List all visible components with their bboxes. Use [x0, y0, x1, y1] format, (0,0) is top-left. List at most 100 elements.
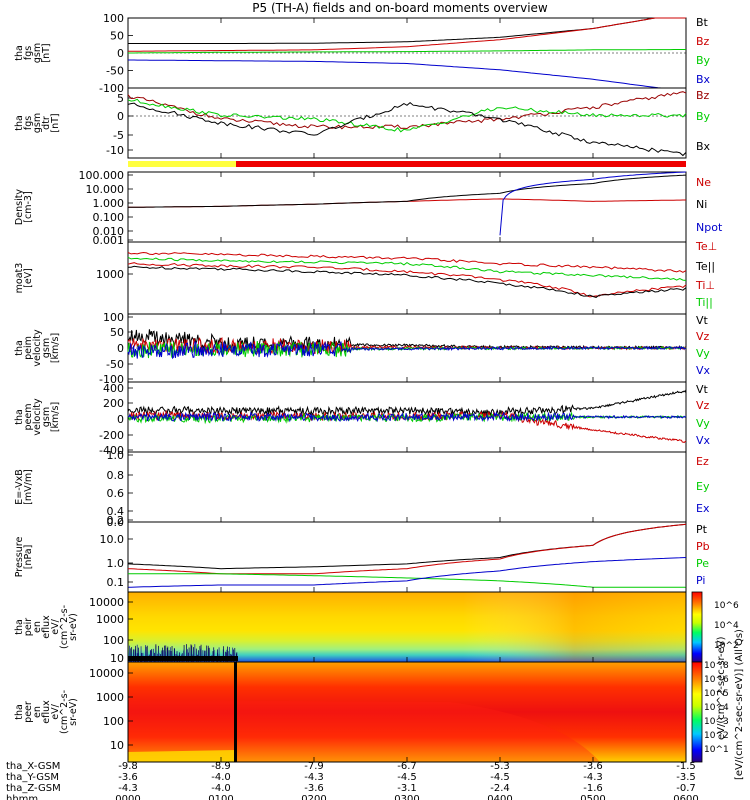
colorbar-tick: 10^6: [714, 601, 739, 611]
y-axis-label: [nPa]: [23, 545, 34, 570]
y-axis-label: fgs: [23, 116, 34, 130]
y-tick-label: 0.6: [107, 487, 125, 500]
y-tick-label: 5: [117, 92, 124, 105]
spectrogram-electron-core: [128, 700, 600, 762]
y-tick-label: 0.010: [93, 225, 125, 238]
y-tick-label: 10000: [89, 667, 124, 680]
panel-4: 1000 moat3[eV] Te⊥ Te|| Ti⊥ Ti||: [14, 240, 717, 315]
orbit-value: -5.3: [490, 761, 510, 772]
status-bar-red: [236, 161, 686, 167]
series-line: [127, 329, 687, 354]
y-axis-label: [nT]: [50, 113, 61, 132]
y-tick-label: 0: [117, 47, 124, 60]
panel-10: 10000 1000 100 10 thapeerenefluxeV/(cm^2-s-s…: [14, 656, 729, 763]
series-line: [127, 523, 687, 575]
legend-entry: Vt: [696, 383, 709, 396]
y-tick-label: 0: [117, 110, 124, 123]
y-axis-label: [eV]: [23, 268, 34, 288]
series-line: [127, 91, 687, 130]
y-axis-label: tha: [14, 409, 25, 425]
y-tick-label: 10.0: [100, 533, 125, 546]
series-line: [127, 256, 687, 281]
panel-frame: [127, 17, 687, 89]
colorbar-gradient: [691, 661, 703, 763]
legend-entry: Ez: [696, 455, 709, 468]
y-tick-label: 1000: [96, 268, 124, 281]
orbit-value: -6.7: [397, 761, 417, 772]
series-line: [128, 59, 686, 89]
y-tick-label: 1.0: [107, 557, 125, 570]
y-tick-label: -50: [106, 358, 124, 371]
legend-entry: By: [696, 54, 711, 67]
y-axis-label: Density: [14, 189, 25, 225]
panel-9: 10000 1000 100 10 thapeirenefluxeV/(cm^2-s-s…: [14, 591, 739, 665]
series-line: [128, 49, 686, 54]
y-tick-label: 1000: [96, 613, 124, 626]
y-tick-label: 1000: [96, 691, 124, 704]
orbit-row-label: hhmm: [6, 794, 38, 800]
colorbar-tick: 10^2: [714, 641, 739, 651]
colorbar-tick: 10^5: [704, 689, 729, 699]
y-tick-label: 100: [103, 311, 124, 324]
y-axis-label: eflux: [41, 615, 52, 639]
y-axis-label: tha: [14, 704, 25, 720]
legend-entry: Pb: [696, 540, 710, 553]
y-tick-label: 10: [110, 739, 124, 752]
data-gap-line: [234, 662, 237, 762]
legend-entry: Bx: [696, 73, 711, 86]
y-axis-label: sr-eV): [68, 698, 79, 726]
chart-title: P5 (TH-A) fields and on-board moments ov…: [252, 1, 548, 15]
orbit-value: -7.9: [304, 761, 324, 772]
legend-entry: By: [696, 110, 711, 123]
y-axis-label: (cm^2-s-: [59, 690, 70, 734]
legend-entry: Vz: [696, 330, 710, 343]
y-axis-label: peim: [23, 336, 34, 360]
y-tick-label: -50: [106, 65, 124, 78]
spectrogram-electron: [128, 662, 686, 762]
y-axis-label: en: [32, 621, 43, 633]
legend-entry: Ti⊥: [695, 279, 715, 292]
y-axis-label: velocity: [32, 329, 43, 367]
spectrogram-electron-low: [128, 750, 236, 762]
y-tick-label: 0.001: [93, 234, 125, 247]
legend-entry: Vt: [696, 314, 709, 327]
y-axis-label: peem: [23, 404, 34, 431]
data-gap-bar: [128, 656, 238, 661]
panel-frame: [127, 521, 687, 593]
y-axis-label: sr-eV): [68, 613, 79, 641]
orbit-value: -4.3: [118, 783, 138, 794]
y-tick-label: -5: [113, 129, 124, 142]
series-line: [128, 174, 687, 208]
y-tick-label: -100: [99, 82, 124, 95]
series-line: [127, 411, 687, 423]
series-line: [127, 98, 687, 133]
legend-entry: Te⊥: [695, 240, 717, 253]
y-axis-label: tha: [14, 619, 25, 635]
orbit-value: -1.6: [583, 783, 603, 794]
legend-entry: Pe: [696, 557, 709, 570]
y-axis-label: tha: [14, 115, 25, 131]
y-axis-label: peir: [23, 618, 34, 637]
legend-entry: Ex: [696, 502, 710, 515]
time-label: 0200: [301, 794, 326, 800]
y-axis-label: moat3: [14, 263, 25, 294]
legend-entry: Vy: [696, 347, 710, 360]
orbit-value: -3.6: [583, 761, 603, 772]
time-label: 0100: [208, 794, 233, 800]
status-bar: [128, 161, 686, 167]
y-tick-label: 100: [103, 12, 124, 25]
y-tick-label: 1.0: [107, 449, 125, 462]
y-tick-label: 100: [103, 634, 124, 647]
orbit-value: -2.4: [490, 783, 510, 794]
y-axis-label: [cm-3]: [23, 191, 34, 222]
y-tick-label: 0.8: [107, 469, 125, 482]
y-tick-label: -200: [99, 429, 124, 442]
time-label: 0300: [394, 794, 419, 800]
orbit-row-label: tha_Y-GSM: [6, 772, 59, 783]
orbit-value: -3.6: [118, 772, 138, 783]
y-axis-label: tha: [14, 340, 25, 356]
time-label: 0000: [115, 794, 140, 800]
colorbar-tick: 10^2: [704, 731, 729, 741]
